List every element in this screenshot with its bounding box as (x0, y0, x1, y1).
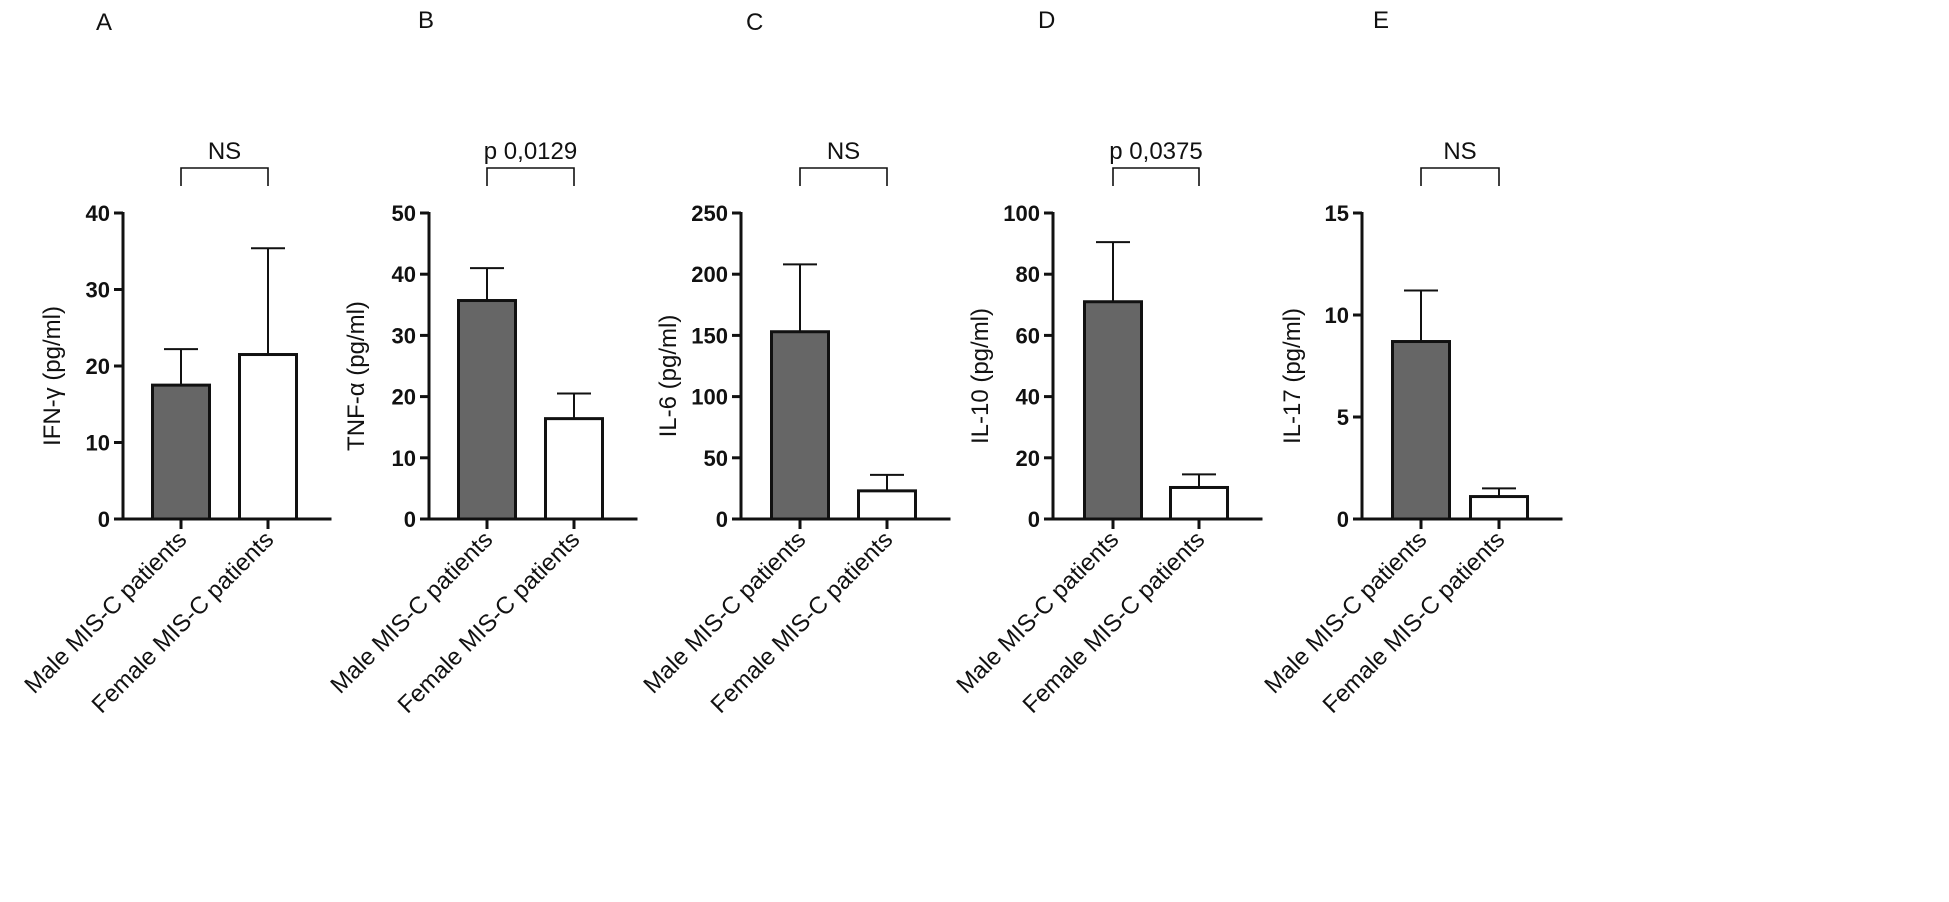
bar-male (770, 330, 830, 521)
y-tick-label: 0 (98, 507, 110, 532)
error-bar-male (783, 263, 817, 332)
panel-letter: D (1038, 7, 1055, 34)
error-bar-female (557, 392, 591, 419)
category-label: Female MIS-C patients (393, 526, 586, 719)
category-label: Female MIS-C patients (706, 526, 899, 719)
significance-label: NS (827, 138, 860, 165)
y-tick-label: 30 (392, 323, 416, 348)
significance-bracket (1112, 167, 1200, 186)
bar-female (1469, 495, 1529, 521)
y-tick-label: 50 (392, 201, 416, 226)
panel-letter: C (746, 9, 763, 36)
y-tick-label: 0 (716, 507, 728, 532)
y-tick-label: 30 (86, 278, 110, 303)
bar-female (1169, 485, 1229, 521)
category-label: Female MIS-C patients (87, 526, 280, 719)
y-tick-label: 100 (691, 385, 728, 410)
error-bar-male (1096, 241, 1130, 302)
y-axis-title: TNF-α (pg/ml) (343, 301, 370, 451)
category-label: Male MIS-C patients (951, 526, 1124, 699)
bar-female (238, 353, 298, 521)
y-tick-label: 40 (86, 201, 110, 226)
y-tick-label: 10 (86, 431, 110, 456)
panel-letter: A (96, 9, 112, 36)
y-tick-label: 50 (704, 446, 728, 471)
error-bar-male (1404, 289, 1438, 342)
significance-bracket (180, 167, 269, 186)
y-tick-label: 40 (1016, 385, 1040, 410)
y-axis-title: IL-6 (pg/ml) (655, 315, 682, 438)
y-axis-title: IL-17 (pg/ml) (1279, 308, 1306, 444)
significance-bracket (1420, 167, 1500, 186)
y-tick-label: 250 (691, 201, 728, 226)
y-tick-label: 0 (1028, 507, 1040, 532)
y-tick-label: 150 (691, 323, 728, 348)
y-tick-label: 200 (691, 262, 728, 287)
error-bar-female (870, 473, 904, 491)
significance-label: NS (1443, 138, 1476, 165)
bar-female (857, 489, 917, 521)
y-tick-label: 15 (1325, 201, 1349, 226)
panel-letter: E (1373, 7, 1389, 34)
y-tick-label: 0 (404, 507, 416, 532)
error-bar-male (470, 267, 504, 301)
panel-c: C 0 50 100 150 200 250 Male MIS-C patientsFemal… (638, 9, 951, 719)
y-axis-title: IL-10 (pg/ml) (967, 308, 994, 444)
bar-male (1391, 340, 1451, 521)
significance-bracket (486, 167, 575, 186)
bar-male (1083, 300, 1143, 521)
panel-letter: B (418, 7, 434, 34)
y-tick-label: 60 (1016, 323, 1040, 348)
y-tick-label: 5 (1337, 405, 1349, 430)
category-label: Male MIS-C patients (19, 526, 192, 699)
bar-male (457, 299, 517, 521)
y-tick-label: 20 (86, 354, 110, 379)
significance-label: p 0,0375 (1109, 138, 1202, 165)
significance-bracket (799, 167, 888, 186)
y-tick-label: 100 (1003, 201, 1040, 226)
y-tick-label: 20 (1016, 446, 1040, 471)
y-tick-label: 0 (1337, 507, 1349, 532)
error-bar-female (251, 247, 285, 355)
significance-label: NS (208, 138, 241, 165)
error-bar-male (164, 348, 198, 386)
error-bar-female (1182, 473, 1216, 488)
y-axis-title: IFN-γ (pg/ml) (39, 306, 66, 446)
category-label: Male MIS-C patients (638, 526, 811, 699)
y-tick-label: 80 (1016, 262, 1040, 287)
error-bar-female (1482, 487, 1516, 497)
y-tick-label: 10 (392, 446, 416, 471)
bar-female (544, 417, 604, 521)
bar-male (151, 383, 211, 521)
significance-label: p 0,0129 (484, 138, 577, 165)
y-tick-label: 40 (392, 262, 416, 287)
y-tick-label: 10 (1325, 303, 1349, 328)
category-label: Male MIS-C patients (325, 526, 498, 699)
y-tick-label: 20 (392, 385, 416, 410)
